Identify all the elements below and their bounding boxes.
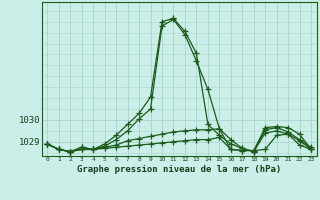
X-axis label: Graphe pression niveau de la mer (hPa): Graphe pression niveau de la mer (hPa) <box>77 165 281 174</box>
